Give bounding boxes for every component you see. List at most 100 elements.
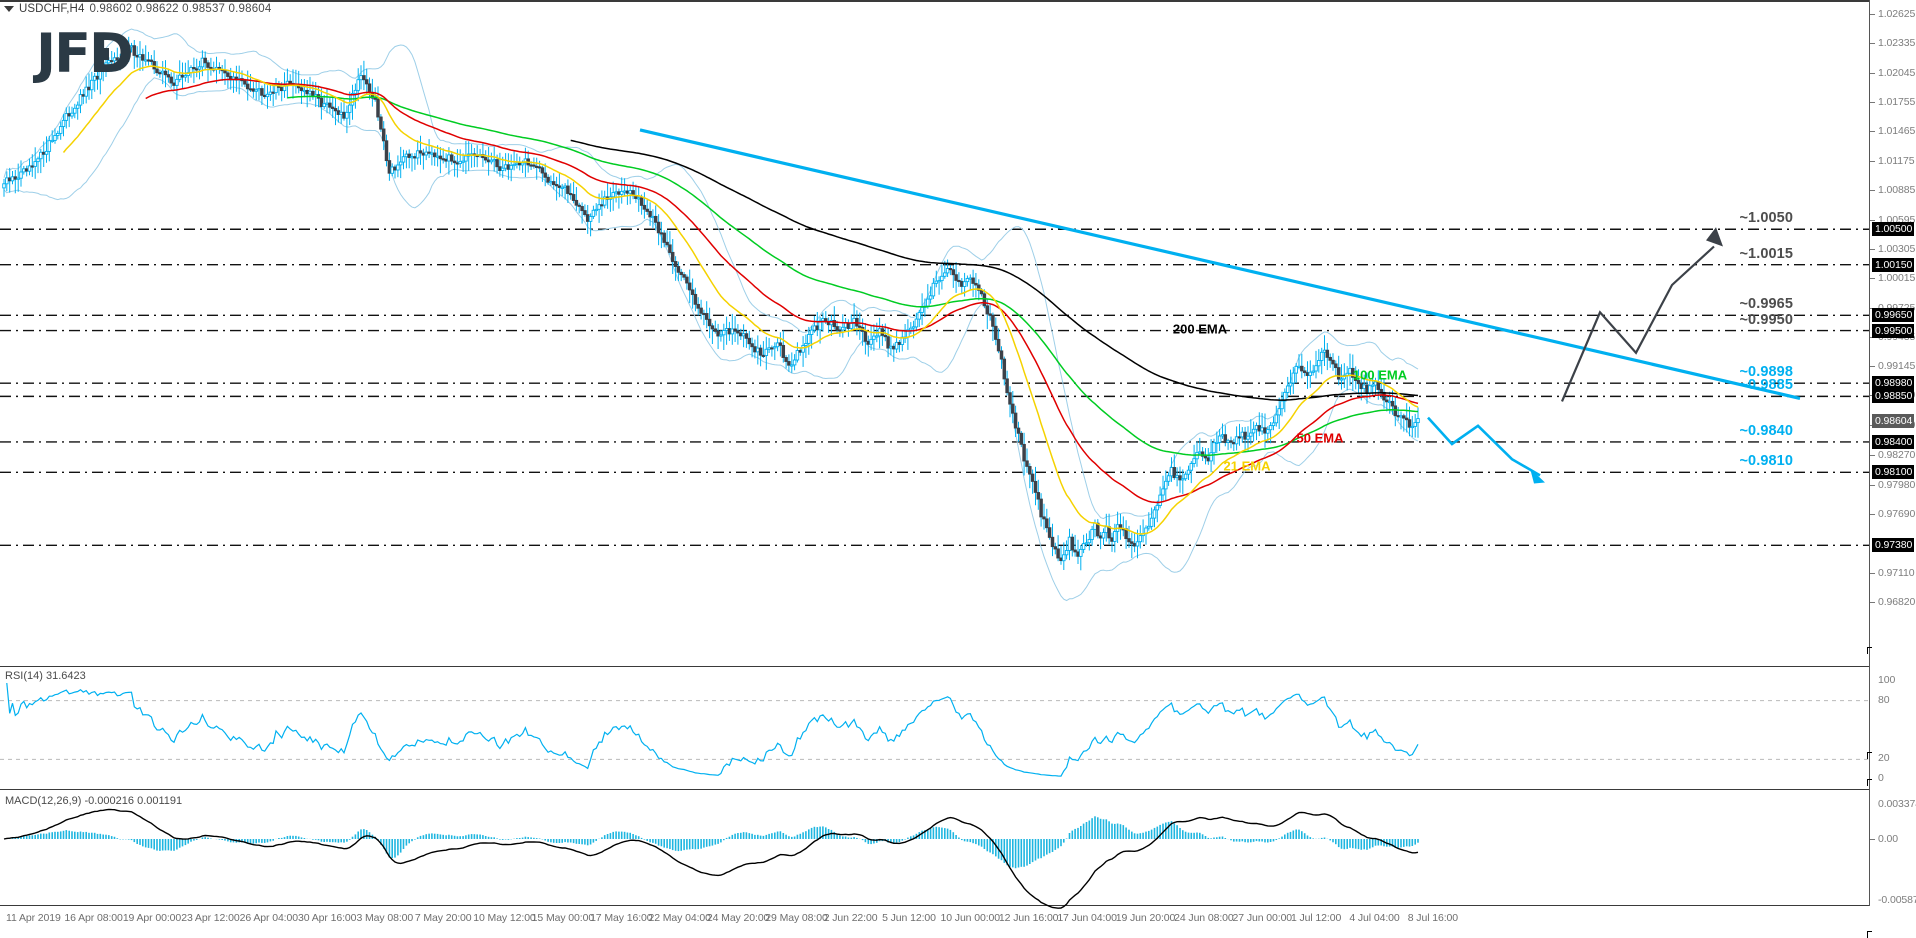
macd-chart-svg bbox=[3, 808, 1419, 909]
price-level-badge: 0.98400 bbox=[1872, 434, 1915, 449]
top-border bbox=[0, 0, 1869, 2]
time-tick-label: 27 Jun 00:00 bbox=[1232, 912, 1293, 924]
level-annotation: ~0.9885 bbox=[1739, 377, 1793, 394]
price-tick-label: 0.97110 bbox=[1878, 566, 1915, 579]
price-tick-label: 1.02335 bbox=[1878, 37, 1916, 50]
level-annotation: ~1.0015 bbox=[1739, 245, 1793, 262]
axis-tick bbox=[1870, 102, 1875, 104]
time-tick-label: 24 May 20:00 bbox=[706, 912, 770, 924]
time-tick-label: 1 Jul 12:00 bbox=[1290, 912, 1342, 924]
badge-hook bbox=[1867, 930, 1872, 938]
price-level-badge: 0.99650 bbox=[1872, 308, 1915, 323]
time-tick-label: 12 Jun 16:00 bbox=[998, 912, 1059, 924]
symbol-bar[interactable]: USDCHF,H4 0.98602 0.98622 0.98537 0.9860… bbox=[4, 3, 272, 15]
time-tick-label: 10 Jun 00:00 bbox=[940, 912, 1001, 924]
time-tick-label: 23 Apr 12:00 bbox=[181, 912, 240, 924]
time-tick-label: 24 Jun 08:00 bbox=[1174, 912, 1234, 924]
rsi-panel[interactable]: RSI(14) 31.6423 bbox=[0, 666, 1869, 790]
rsi-tick-label: 20 bbox=[1878, 752, 1890, 765]
rsi-label: RSI(14) 31.6423 bbox=[5, 670, 86, 682]
price-tick-label: 0.98270 bbox=[1878, 449, 1916, 462]
price-tick-label: 0.97690 bbox=[1878, 507, 1916, 520]
badge-hook bbox=[1867, 752, 1872, 760]
price-level-badge: 0.98980 bbox=[1867, 376, 1915, 760]
price-tick-label: 0.97980 bbox=[1878, 478, 1916, 491]
time-tick-label: 11 Apr 2019 bbox=[6, 912, 61, 924]
price-tick-label: 1.01175 bbox=[1878, 154, 1915, 167]
axis-tick bbox=[1870, 366, 1875, 368]
macd-panel[interactable]: MACD(12,26,9) -0.000216 0.001191 bbox=[0, 792, 1869, 909]
time-tick-label: 26 Apr 04:00 bbox=[239, 912, 298, 924]
axis-tick bbox=[1870, 14, 1875, 15]
price-level-badge: 0.97380 bbox=[1872, 538, 1915, 553]
axis-tick bbox=[1870, 455, 1875, 457]
time-tick-label: 16 Apr 08:00 bbox=[64, 912, 123, 924]
axis-tick bbox=[1870, 160, 1875, 162]
time-tick-label: 3 May 08:00 bbox=[356, 912, 414, 924]
macd-tick-label: 0.003374 bbox=[1878, 798, 1916, 810]
axis-tick bbox=[1870, 572, 1875, 574]
rsi-tick-label: 80 bbox=[1878, 693, 1890, 706]
axis-tick bbox=[1870, 219, 1875, 221]
symbol-label: USDCHF,H4 bbox=[19, 3, 85, 15]
price-tick-label: 1.00885 bbox=[1878, 184, 1916, 197]
axis-tick bbox=[1870, 278, 1875, 280]
price-tick-label: 1.01755 bbox=[1878, 96, 1916, 109]
ema-label: 50 EMA bbox=[1296, 430, 1344, 446]
price-level-badge: 0.98850 bbox=[1867, 389, 1915, 786]
rsi-tick-label: 100 bbox=[1878, 674, 1896, 686]
time-tick-label: 19 Apr 00:00 bbox=[122, 912, 182, 924]
price-level-badge: 1.00150 bbox=[1872, 257, 1915, 272]
price-axis[interactable]: 1.02625 1.02335 1.02045 1.01755 1.01465 1.011… bbox=[1867, 0, 1916, 938]
current-price-badge: 0.98604 bbox=[1872, 414, 1915, 429]
time-tick-label: 7 May 20:00 bbox=[414, 912, 472, 924]
level-annotation: ~0.9965 bbox=[1739, 296, 1793, 313]
axis-tick bbox=[1870, 72, 1875, 74]
rsi-tick-label: 0 bbox=[1878, 772, 1884, 784]
level-annotation: ~0.9840 bbox=[1739, 422, 1793, 439]
macd-tick-label: -0.005877 bbox=[1878, 894, 1916, 906]
price-tick-label: 1.00015 bbox=[1878, 272, 1916, 285]
level-annotation: ~0.9898 bbox=[1739, 364, 1793, 381]
price-tick-label: 0.96820 bbox=[1878, 596, 1916, 608]
time-tick-label: 8 Jul 16:00 bbox=[1407, 912, 1459, 924]
badge-hook bbox=[1867, 647, 1872, 655]
level-annotation: ~1.0050 bbox=[1739, 210, 1793, 227]
price-tick-label: 1.01465 bbox=[1878, 125, 1916, 138]
badge-hook bbox=[1867, 778, 1872, 786]
axis-tick bbox=[1870, 513, 1875, 515]
ema-label: 100 EMA bbox=[1352, 367, 1408, 383]
time-tick-label: 4 Jul 04:00 bbox=[1349, 912, 1400, 924]
axis-tick bbox=[1870, 190, 1875, 192]
axis-tick bbox=[1870, 307, 1875, 309]
time-tick-label: 2 Jun 22:00 bbox=[823, 912, 878, 924]
price-level-badge: 1.00500 bbox=[1872, 222, 1915, 237]
time-tick-label: 29 May 08:00 bbox=[765, 912, 828, 924]
rsi-chart-svg bbox=[0, 682, 1869, 777]
macd-label: MACD(12,26,9) -0.000216 0.001191 bbox=[5, 795, 183, 807]
time-tick-label: 19 Jun 20:00 bbox=[1115, 912, 1176, 924]
time-tick-label: 17 May 16:00 bbox=[590, 912, 653, 924]
axis-tick bbox=[1870, 43, 1875, 45]
macd-tick-label: 0.00 bbox=[1878, 833, 1899, 845]
axis-tick bbox=[1870, 131, 1875, 133]
ema-label: 21 EMA bbox=[1223, 458, 1271, 474]
axis-tick bbox=[1870, 602, 1875, 603]
ema-label: 200 EMA bbox=[1172, 321, 1228, 336]
triangle-down-icon[interactable] bbox=[4, 6, 14, 12]
price-level-badge: 0.99500 bbox=[1867, 323, 1915, 655]
time-tick-label: 10 May 12:00 bbox=[473, 912, 536, 924]
level-annotation: ~0.9810 bbox=[1739, 453, 1793, 470]
time-tick-label: 22 May 04:00 bbox=[648, 912, 711, 924]
time-tick-label: 30 Apr 16:00 bbox=[298, 912, 357, 924]
ohlc-values: 0.98602 0.98622 0.98537 0.98604 bbox=[89, 3, 272, 15]
axis-tick bbox=[1870, 248, 1875, 250]
axis-tick bbox=[1870, 839, 1875, 840]
level-annotation: ~0.9950 bbox=[1739, 311, 1793, 328]
price-chart-svg bbox=[0, 28, 1869, 602]
axis-tick bbox=[1870, 337, 1875, 339]
price-panel[interactable] bbox=[0, 2, 1869, 660]
price-tick-label: 1.00305 bbox=[1878, 242, 1916, 255]
price-level-badge: 0.98100 bbox=[1867, 465, 1915, 938]
